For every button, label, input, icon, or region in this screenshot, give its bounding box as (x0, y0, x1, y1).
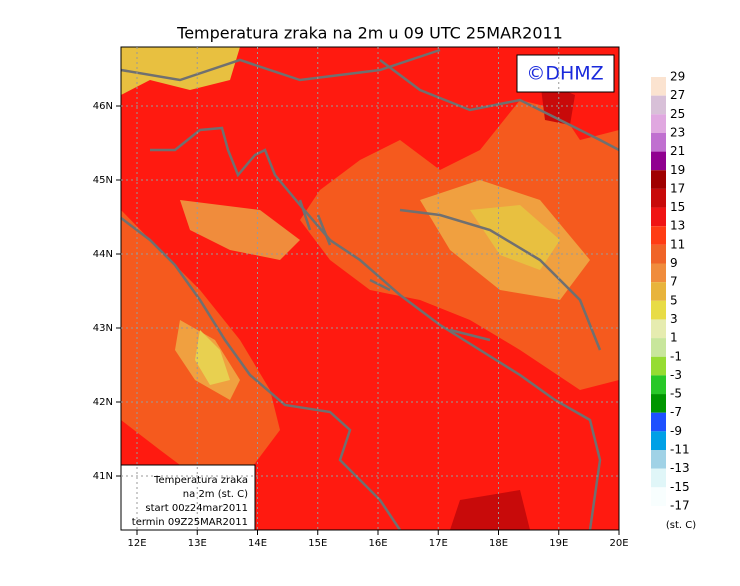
colorbar-label: 5 (670, 293, 678, 307)
colorbar-swatch (651, 114, 666, 133)
colorbar-label: 7 (670, 275, 678, 289)
lat-label: 43N (93, 323, 113, 334)
colorbar-label: -3 (670, 368, 682, 382)
colorbar-label: 19 (670, 163, 685, 177)
colorbar-label: 29 (670, 70, 685, 84)
lat-label: 44N (93, 249, 113, 260)
lon-label: 18E (489, 538, 508, 549)
lon-label: 12E (127, 538, 146, 549)
lon-label: 13E (188, 538, 207, 549)
colorbar-label: 15 (670, 200, 685, 214)
colorbar-unit: (st. C) (666, 520, 696, 531)
lat-label: 46N (93, 101, 113, 112)
colorbar-label: -9 (670, 424, 682, 438)
colorbar-label: -5 (670, 387, 682, 401)
colorbar-label: 23 (670, 125, 685, 139)
colorbar-swatch (651, 170, 666, 189)
colorbar-label: 1 (670, 331, 678, 345)
colorbar-swatch (651, 132, 666, 152)
colorbar-label: -17 (670, 498, 690, 512)
colorbar-swatch (651, 188, 666, 208)
colorbar-swatch (651, 226, 666, 245)
colorbar-swatch (651, 77, 666, 96)
colorbar-swatch (651, 338, 666, 357)
lat-label: 41N (93, 471, 113, 482)
colorbar-swatch (651, 412, 666, 432)
colorbar-swatch (651, 300, 666, 320)
copyright: ©DHMZ (526, 63, 603, 85)
colorbar-swatch (651, 450, 666, 469)
colorbar-swatch (651, 468, 666, 488)
colorbar-swatch (651, 431, 666, 450)
title: Temperatura zraka na 2m u 09 UTC 25MAR20… (176, 24, 563, 43)
lat-label: 42N (93, 397, 113, 408)
colorbar-label: 3 (670, 312, 678, 326)
copyright-box (516, 54, 615, 93)
colorbar-label: 9 (670, 256, 678, 270)
colorbar-label: -1 (670, 349, 682, 363)
lon-label: 16E (368, 538, 387, 549)
colorbar-swatch (651, 394, 666, 413)
colorbar-label: 13 (670, 219, 685, 233)
colorbar-label: 27 (670, 88, 685, 102)
colorbar-swatch (651, 244, 666, 264)
colorbar-swatch (651, 207, 666, 227)
lon-label: 15E (308, 538, 327, 549)
colorbar-label: 17 (670, 181, 685, 195)
colorbar-swatch (651, 356, 666, 376)
lat-label: 45N (93, 175, 113, 186)
temperature-field (121, 47, 619, 530)
coastline (120, 48, 620, 531)
colorbar-swatch (651, 319, 666, 339)
colorbar-label: 21 (670, 144, 685, 158)
info-text: na 2m (st. C) (183, 489, 248, 500)
colorbar-label: 11 (670, 237, 685, 251)
colorbar-label: -11 (670, 443, 690, 457)
info-text: termin 09Z25MAR2011 (132, 517, 248, 528)
lon-label: 17E (429, 538, 448, 549)
colorbar-label: 25 (670, 107, 685, 121)
info-text: Temperatura zraka (153, 475, 248, 486)
colorbar-swatch (651, 282, 666, 301)
colorbar-swatch (651, 487, 666, 506)
lon-label: 14E (248, 538, 267, 549)
colorbar-swatch (651, 375, 666, 395)
colorbar-swatch (651, 151, 666, 171)
colorbar-swatch (651, 263, 666, 283)
frame (120, 46, 620, 531)
colorbar-label: -13 (670, 461, 690, 475)
lon-label: 20E (609, 538, 628, 549)
colorbar-label: -15 (670, 480, 690, 494)
info-text: start 00z24mar2011 (145, 503, 248, 514)
colorbar-swatch (651, 95, 666, 115)
lon-label: 19E (549, 538, 568, 549)
colorbar-label: -7 (670, 405, 682, 419)
